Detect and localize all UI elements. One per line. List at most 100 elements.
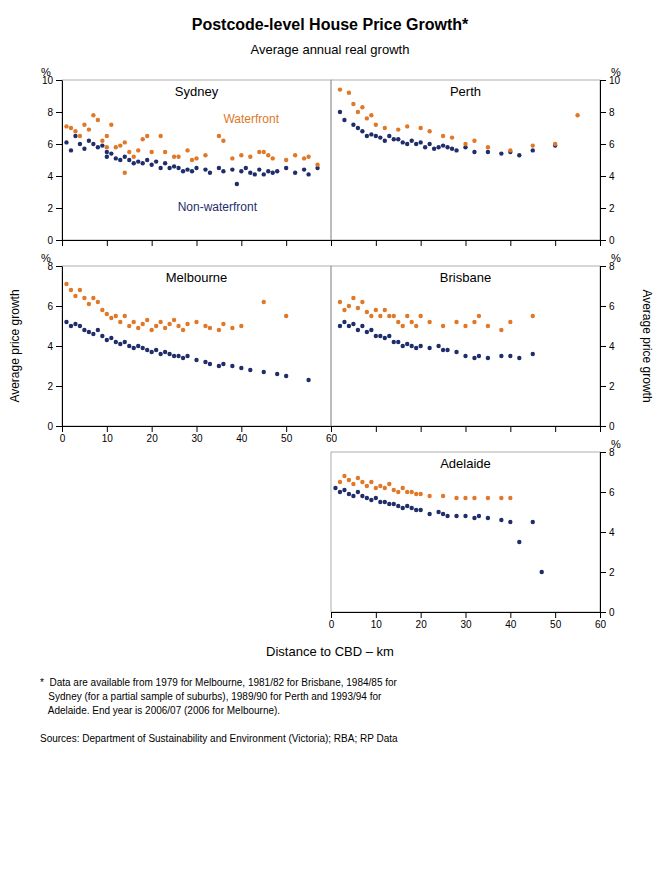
- x-tick: 60: [595, 612, 607, 630]
- y-axis-line: [600, 81, 601, 241]
- y-tick-mark: [56, 240, 62, 241]
- point: [217, 134, 221, 138]
- point: [163, 150, 167, 154]
- x-tick: 60: [326, 426, 338, 444]
- y-tick: 2: [600, 203, 615, 214]
- x-tick: [331, 426, 332, 432]
- point: [73, 322, 77, 326]
- point: [405, 124, 409, 128]
- point: [508, 320, 512, 324]
- point: [427, 346, 431, 350]
- point: [230, 326, 234, 330]
- point: [136, 326, 140, 330]
- point: [203, 153, 207, 157]
- point: [342, 308, 346, 312]
- point: [351, 123, 355, 127]
- point: [208, 326, 212, 330]
- point: [118, 320, 122, 324]
- point: [118, 143, 122, 147]
- point: [356, 306, 360, 310]
- point: [472, 150, 476, 154]
- y-axis: 02468: [600, 447, 615, 618]
- x-tick-label: 40: [505, 619, 517, 630]
- point: [401, 324, 405, 328]
- point: [248, 155, 252, 159]
- frame: [62, 266, 331, 426]
- y-tick: 8: [47, 107, 62, 118]
- point: [257, 150, 261, 154]
- point: [136, 159, 140, 163]
- point: [221, 139, 225, 143]
- x-tick-mark: [241, 240, 242, 246]
- point: [123, 140, 127, 144]
- point: [374, 308, 378, 312]
- y-tick-label: 2: [47, 203, 53, 214]
- x-tick-mark: [286, 426, 287, 432]
- point: [73, 129, 77, 133]
- point: [401, 140, 405, 144]
- x-tick-label: 50: [550, 619, 562, 630]
- point: [127, 324, 131, 328]
- x-tick-label: 30: [460, 619, 472, 630]
- point: [221, 322, 225, 326]
- x-tick: 10: [102, 426, 114, 444]
- panel: 0246810%SydneyNon-waterfrontWaterfront: [41, 66, 331, 246]
- x-tick-mark: [331, 426, 332, 432]
- frame: [62, 80, 331, 240]
- point: [374, 123, 378, 127]
- point: [463, 496, 467, 500]
- y-tick: 6: [600, 139, 615, 150]
- point: [378, 500, 382, 504]
- point: [374, 134, 378, 138]
- point: [217, 328, 221, 332]
- point: [114, 340, 118, 344]
- point: [486, 356, 490, 360]
- point: [123, 155, 127, 159]
- point: [109, 151, 113, 155]
- point: [454, 350, 458, 354]
- point: [486, 516, 490, 520]
- point: [91, 296, 95, 300]
- panel: 010203040506002468%Adelaide: [329, 438, 621, 630]
- point: [405, 490, 409, 494]
- point: [91, 142, 95, 146]
- x-tick-mark: [107, 240, 108, 246]
- point: [239, 324, 243, 328]
- point: [441, 143, 445, 147]
- point: [141, 161, 145, 165]
- point: [486, 496, 490, 500]
- x-tick-mark: [331, 240, 332, 246]
- y-tick: 6: [600, 487, 615, 498]
- y-unit-label: %: [611, 438, 621, 450]
- x-tick-mark: [286, 240, 287, 246]
- point: [369, 480, 373, 484]
- point: [356, 126, 360, 130]
- y-unit-label: %: [611, 66, 621, 78]
- x-tick-label: 60: [595, 619, 607, 630]
- point: [427, 512, 431, 516]
- point: [181, 356, 185, 360]
- point: [454, 496, 458, 500]
- point: [410, 139, 414, 143]
- x-tick: 40: [236, 426, 248, 444]
- x-tick-mark: [510, 612, 511, 618]
- point: [396, 340, 400, 344]
- panel-title: Brisbane: [440, 270, 491, 285]
- point: [91, 332, 95, 336]
- panel: 02468%Brisbane: [331, 252, 621, 432]
- point: [436, 510, 440, 514]
- y-tick-label: 8: [47, 107, 53, 118]
- point: [87, 302, 91, 306]
- point: [392, 314, 396, 318]
- y-tick: 4: [47, 341, 62, 352]
- x-tick-mark: [376, 426, 377, 432]
- point: [338, 324, 342, 328]
- point: [176, 166, 180, 170]
- plot-area: [333, 474, 544, 574]
- y-tick-mark: [600, 612, 606, 613]
- point: [499, 354, 503, 358]
- frame: [331, 266, 600, 426]
- series-scatter: [338, 474, 513, 500]
- point: [531, 143, 535, 147]
- point: [405, 314, 409, 318]
